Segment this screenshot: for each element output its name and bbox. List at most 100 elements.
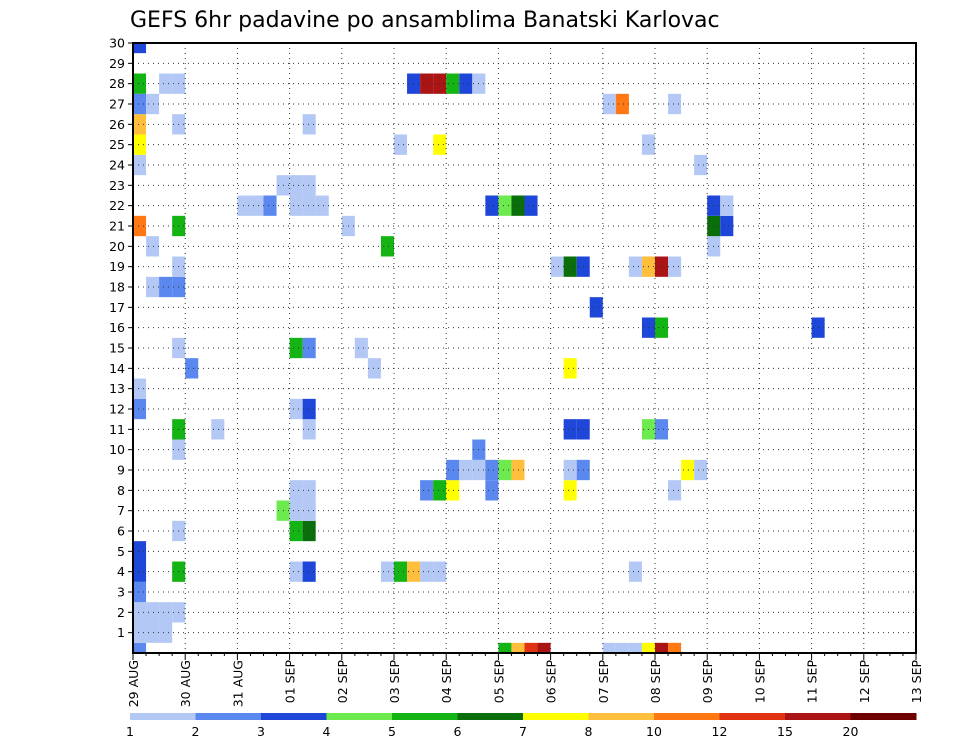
data-cell — [550, 256, 564, 277]
data-cell — [302, 419, 316, 440]
data-cell — [133, 622, 147, 643]
y-tick-label: 20 — [109, 239, 125, 254]
colorbar-swatch — [588, 713, 655, 720]
data-cell — [433, 134, 447, 155]
y-tick-label: 5 — [117, 544, 125, 559]
data-cell — [289, 480, 303, 501]
data-cell — [420, 73, 434, 94]
gridlines — [133, 43, 916, 653]
y-tick-label: 21 — [109, 219, 125, 234]
data-cell — [146, 276, 160, 298]
data-cell — [133, 378, 147, 399]
data-cell — [433, 480, 447, 501]
colorbar-label: 20 — [843, 724, 859, 739]
x-tick-label: 06 SEP — [544, 660, 559, 704]
data-cell — [511, 642, 525, 653]
data-cell — [420, 561, 434, 582]
data-cell — [655, 642, 669, 653]
data-cell — [289, 561, 303, 582]
data-cell — [720, 215, 734, 237]
chart-title: GEFS 6hr padavine po ansamblima Banatski… — [130, 8, 720, 33]
data-cell — [563, 419, 577, 440]
data-cell — [211, 419, 225, 440]
data-cell — [628, 256, 642, 277]
data-cell — [498, 195, 512, 216]
data-cell — [446, 459, 460, 481]
data-cell — [433, 561, 447, 582]
y-tick-label: 22 — [109, 198, 125, 213]
data-cell — [511, 195, 525, 216]
data-cell — [133, 134, 147, 155]
data-cell — [668, 480, 682, 501]
y-tick-label: 27 — [109, 97, 125, 112]
y-tick-label: 29 — [109, 56, 125, 71]
data-cell — [485, 480, 499, 501]
data-cell — [302, 114, 316, 135]
y-tick-label: 13 — [109, 381, 125, 396]
data-cell — [446, 480, 460, 501]
x-tick-label: 31 AUG — [230, 660, 245, 707]
data-cell — [289, 398, 303, 420]
colorbar-swatch — [523, 713, 589, 720]
y-tick-label: 4 — [117, 564, 125, 579]
data-cell — [615, 93, 629, 115]
colorbar-swatch — [130, 713, 196, 720]
data-cell — [133, 541, 147, 562]
y-tick-label: 1 — [117, 625, 125, 640]
data-cell — [563, 480, 577, 501]
y-tick-label: 16 — [109, 320, 125, 335]
data-cell — [302, 561, 316, 582]
data-cell — [289, 500, 303, 521]
data-cell — [459, 73, 473, 94]
data-cell — [498, 642, 512, 653]
data-cell — [133, 561, 147, 582]
x-tick-label: 01 SEP — [283, 660, 298, 704]
data-cell — [289, 520, 303, 542]
y-tick-label: 25 — [109, 137, 125, 152]
data-cell — [302, 520, 316, 542]
data-cell — [315, 195, 329, 216]
x-tick-label: 04 SEP — [439, 660, 454, 704]
data-cell — [146, 93, 160, 115]
data-cell — [498, 459, 512, 481]
colorbar-label: 10 — [646, 724, 662, 739]
colorbar-label: 4 — [323, 724, 331, 739]
data-cell — [380, 236, 394, 257]
x-tick-label: 10 SEP — [752, 660, 767, 704]
data-cell — [446, 73, 460, 94]
data-cell — [628, 561, 642, 582]
data-cell — [289, 337, 303, 359]
colorbar-swatch — [195, 713, 262, 720]
data-cell — [511, 459, 525, 481]
data-cell — [394, 561, 408, 582]
y-tick-label: 7 — [117, 503, 125, 518]
x-tick-label: 05 SEP — [491, 660, 506, 704]
data-cell — [302, 175, 316, 196]
x-tick-label: 03 SEP — [387, 660, 402, 704]
data-cell — [133, 43, 147, 54]
x-tick-label: 02 SEP — [335, 660, 350, 704]
data-cell — [354, 337, 368, 359]
colorbar-label: 7 — [519, 724, 527, 739]
data-cell — [628, 642, 642, 653]
data-cell — [302, 398, 316, 420]
data-cell — [133, 215, 147, 237]
y-tick-label: 30 — [109, 36, 125, 51]
data-cell — [524, 195, 538, 216]
data-cell — [159, 622, 173, 643]
colorbar-swatch — [719, 713, 786, 720]
data-cell — [602, 93, 616, 115]
colorbar-swatch — [654, 713, 720, 720]
data-cell — [289, 175, 303, 196]
y-tick-label: 26 — [109, 117, 125, 132]
data-cell — [720, 195, 734, 216]
x-tick-label: 29 AUG — [126, 660, 141, 707]
x-tick-label: 12 SEP — [857, 660, 872, 704]
data-cell — [146, 236, 160, 257]
y-tick-label: 9 — [117, 463, 125, 478]
y-tick-label: 23 — [109, 178, 125, 193]
x-tick-label: 11 SEP — [805, 660, 820, 704]
data-cell — [159, 73, 173, 94]
colorbar-label: 3 — [257, 724, 265, 739]
colorbar-swatch — [326, 713, 393, 720]
